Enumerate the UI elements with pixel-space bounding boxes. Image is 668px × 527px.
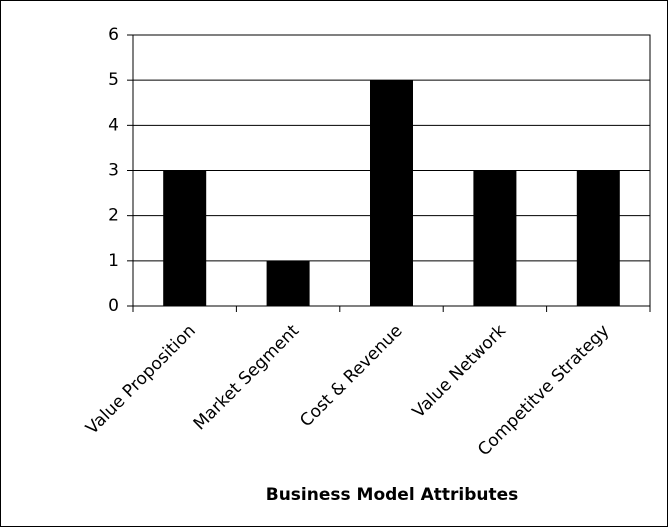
y-tick-label: 5 xyxy=(108,70,119,90)
y-tick-label: 1 xyxy=(108,251,119,271)
y-tick-label: 0 xyxy=(108,296,119,316)
bar xyxy=(576,170,620,306)
bar xyxy=(163,170,207,306)
bar xyxy=(370,80,413,307)
y-tick-label: 2 xyxy=(108,206,119,226)
y-tick-label: 4 xyxy=(108,115,119,135)
y-tick-label: 6 xyxy=(108,25,119,45)
y-tick-label: 3 xyxy=(108,161,119,181)
bar xyxy=(266,260,310,306)
bar xyxy=(473,170,517,306)
x-axis-label: Business Model Attributes xyxy=(266,485,519,505)
